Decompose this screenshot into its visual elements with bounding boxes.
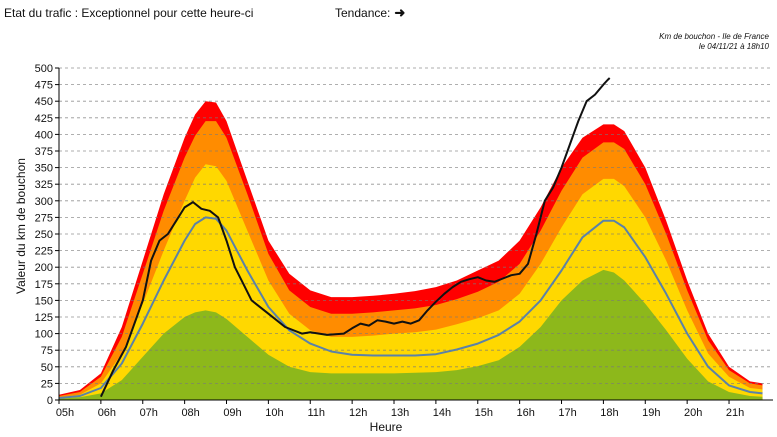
y-tick-label: 25 [41,378,53,390]
y-tick-label: 325 [35,179,53,191]
y-axis-title: Valeur du km de bouchon [14,158,28,294]
y-tick-label: 450 [35,96,53,108]
y-tick-label: 0 [47,395,53,407]
chart-note-line1: Km de bouchon - Ile de France [659,32,769,41]
trend-label: Tendance: [335,6,391,20]
x-tick-label: 10h [265,407,283,419]
y-tick-label: 250 [35,229,53,241]
x-tick-label: 15h [475,407,493,419]
x-tick-label: 14h [433,407,451,419]
x-tick-label: 16h [516,407,534,419]
x-tick-label: 09h [223,407,241,419]
y-tick-label: 150 [35,295,53,307]
arrow-right-icon: ➜ [394,5,406,20]
x-tick-label: 20h [684,407,702,419]
x-tick-label: 11h [307,407,325,419]
y-tick-label: 175 [35,279,53,291]
y-tick-label: 75 [41,345,53,357]
y-tick-label: 275 [35,212,53,224]
current-traffic-line [99,77,611,398]
y-tick-label: 400 [35,129,53,141]
y-tick-label: 125 [35,312,53,324]
x-tick-label: 06h [98,407,116,419]
trend-indicator: Tendance: ➜ [335,6,405,20]
chart-note: Km de bouchon - Ile de France le 04/11/2… [659,32,769,52]
average-line [58,216,763,399]
x-tick-label: 19h [642,407,660,419]
y-tick-label: 375 [35,146,53,158]
y-tick-label: 100 [35,329,53,341]
x-tick-label: 08h [181,407,199,419]
chart-note-line2: le 04/11/21 à 18h10 [698,42,769,51]
x-tick-label: 05h [56,407,74,419]
x-tick-label: 17h [558,407,576,419]
y-tick-label: 425 [35,113,53,125]
x-tick-label: 12h [349,407,367,419]
y-tick-label: 475 [35,80,53,92]
band-area-3 [59,269,763,400]
y-tick-label: 225 [35,246,53,258]
y-tick-label: 500 [35,63,53,75]
y-tick-label: 200 [35,262,53,274]
x-tick-label: 21h [726,407,744,419]
y-tick-label: 350 [35,163,53,175]
x-tick-label: 18h [600,407,618,419]
y-tick-label: 50 [41,362,53,374]
x-tick-label: 13h [391,407,409,419]
x-axis-title: Heure [370,420,403,434]
traffic-status-label: Etat du trafic : Exceptionnel pour cette… [4,6,254,20]
y-tick-label: 300 [35,196,53,208]
x-tick-label: 07h [140,407,158,419]
